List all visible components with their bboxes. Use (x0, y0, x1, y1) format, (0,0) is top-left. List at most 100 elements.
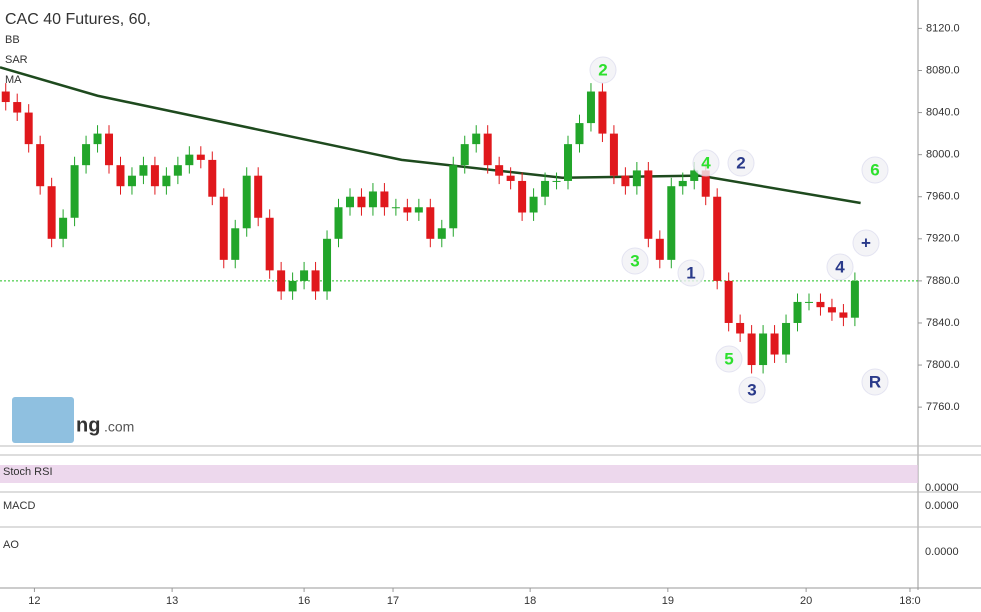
candle-body (564, 144, 573, 181)
candle-body (357, 196, 366, 208)
candle-body (460, 144, 469, 166)
candle-body (518, 180, 527, 213)
candle-body (632, 170, 641, 187)
candle-body (403, 207, 412, 213)
candle-body (139, 165, 148, 176)
y-tick-label: 8080.0 (926, 64, 960, 76)
wave-label: 1 (686, 263, 695, 282)
candle-body (93, 133, 102, 145)
indicator-label: MA (5, 74, 22, 86)
x-tick-label: 13 (166, 595, 178, 607)
candle-body (323, 238, 332, 292)
logo (12, 397, 74, 443)
indicator-label: SAR (5, 54, 28, 66)
wave-circle (861, 156, 889, 184)
candle-body (300, 270, 309, 281)
candle-body (426, 207, 435, 239)
candle-body (288, 280, 297, 292)
y-tick-label: 7800.0 (926, 359, 960, 371)
y-tick-label: 8000.0 (926, 149, 960, 161)
wave-label: 4 (835, 257, 845, 276)
candle-body (621, 175, 630, 187)
wave-circle (826, 253, 854, 281)
y-tick-label: 7880.0 (926, 275, 960, 287)
chart-title: CAC 40 Futures, 60, (5, 11, 151, 28)
candle-body (380, 191, 389, 208)
candle-body (185, 154, 194, 166)
wave-label: 6 (870, 160, 879, 179)
candle-body (770, 333, 779, 355)
wave-label: 2 (598, 60, 607, 79)
pane-title: MACD (3, 500, 35, 512)
candle-body (713, 196, 722, 281)
wave-circle (727, 149, 755, 177)
candle-body (1, 91, 10, 103)
candle-body (529, 196, 538, 213)
candle-body (254, 175, 263, 218)
candle-body (391, 207, 400, 209)
candle-body (334, 207, 343, 239)
candle-body (586, 91, 595, 124)
x-tick-label: 16 (298, 595, 310, 607)
wave-label: 2 (736, 153, 745, 172)
candle-body (208, 159, 217, 197)
candle-body (839, 312, 848, 318)
candle-body (150, 165, 159, 187)
candle-body (793, 301, 802, 323)
candle-body (816, 301, 825, 308)
y-tick-label: 7840.0 (926, 317, 960, 329)
candle-body (277, 270, 286, 292)
candle-body (782, 322, 791, 355)
candle-body (690, 170, 699, 181)
candle-body (105, 133, 114, 166)
candle-body (265, 217, 274, 271)
candle-body (449, 165, 458, 229)
wave-circle (589, 56, 617, 84)
candle-body (437, 228, 446, 239)
candle-body (850, 280, 859, 318)
wave-circle (861, 368, 889, 396)
candle-body (701, 170, 710, 197)
candle-body (47, 186, 56, 239)
candle-body (678, 180, 687, 187)
wave-circle (677, 259, 705, 287)
candle-body (36, 144, 45, 187)
wave-label: 4 (701, 153, 711, 172)
wave-circle (738, 376, 766, 404)
candle-body (759, 333, 768, 366)
candle-body (162, 175, 171, 187)
candle-body (24, 112, 33, 145)
x-tick-label: 19 (662, 595, 674, 607)
candle-body (173, 165, 182, 176)
candle-body (13, 102, 22, 113)
candle-body (414, 207, 423, 213)
candle-body (747, 333, 756, 366)
candle-body (667, 186, 676, 260)
watermark-suffix: .com (104, 419, 134, 435)
ma-line (0, 66, 861, 205)
candle-body (219, 196, 228, 260)
candle-body (345, 196, 354, 208)
candle-body (506, 175, 515, 181)
candle-body (368, 191, 377, 208)
wave-circle (852, 229, 880, 257)
candle-body (59, 217, 68, 239)
candle-body (311, 270, 320, 292)
wave-circle (715, 345, 743, 373)
candle-body (483, 133, 492, 166)
candle-body (644, 170, 653, 239)
candle-body (70, 165, 79, 218)
candle-body (472, 133, 481, 145)
wave-label: + (861, 233, 871, 252)
candle-body (827, 307, 836, 313)
candle-body (804, 301, 813, 303)
candle-body (552, 180, 561, 182)
indicator-label: BB (5, 34, 20, 46)
candle-body (598, 91, 607, 134)
pane-title: Stoch RSI (3, 466, 53, 478)
candle-body (495, 165, 504, 176)
x-tick-label: 20 (800, 595, 812, 607)
candle-body (736, 322, 745, 334)
wave-label: 3 (747, 380, 756, 399)
